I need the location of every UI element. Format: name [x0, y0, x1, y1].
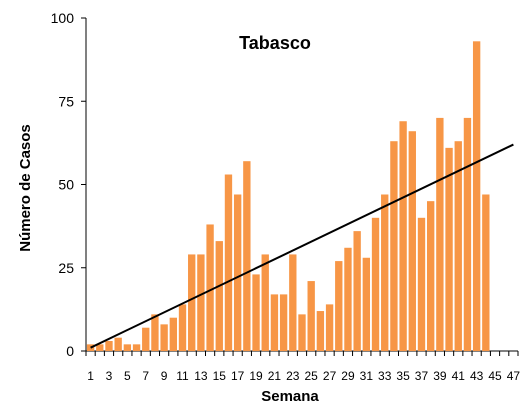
y-tick-label: 50 — [58, 177, 74, 193]
bar — [105, 341, 113, 351]
bar — [96, 344, 104, 351]
x-tick-label: 27 — [323, 369, 337, 383]
bar — [252, 274, 260, 351]
bar-series — [86, 41, 490, 352]
chart-title: Tabasco — [239, 33, 311, 53]
bar — [408, 131, 416, 351]
x-tick-label: 15 — [213, 369, 227, 383]
bar — [178, 304, 187, 351]
bar — [123, 344, 132, 351]
x-axis: 1 3 5 7 9 11 13 15 17 19 21 23 25 27 29 31 33 35 37 39 41 43 4… — [85, 350, 521, 383]
x-tick-label: 43 — [470, 369, 484, 383]
bar — [243, 161, 251, 351]
bar — [335, 261, 343, 351]
x-tick-label: 33 — [378, 369, 392, 383]
bar — [463, 117, 472, 352]
bar — [482, 194, 490, 351]
x-tick-label: 47 — [507, 369, 521, 383]
bar — [233, 194, 242, 351]
bar — [279, 294, 288, 351]
bar — [224, 174, 233, 351]
x-tick-label: 35 — [396, 369, 410, 383]
bar — [427, 201, 435, 351]
bar — [215, 241, 223, 351]
bar — [362, 257, 371, 351]
bar — [436, 117, 444, 352]
x-tick-label: 45 — [488, 369, 502, 383]
bar — [390, 141, 398, 351]
bar — [261, 254, 269, 351]
x-tick-label: 29 — [341, 369, 355, 383]
bar — [206, 224, 214, 351]
y-axis-label: Número de Casos — [17, 124, 34, 252]
bar — [132, 344, 141, 351]
x-tick-label: 13 — [194, 369, 208, 383]
x-tick-label: 5 — [124, 369, 131, 383]
bar — [298, 314, 306, 351]
bar — [169, 317, 177, 351]
bar — [445, 147, 453, 351]
bar — [417, 217, 426, 351]
bar — [142, 327, 150, 351]
x-tick-label: 23 — [286, 369, 300, 383]
x-tick-label: 25 — [305, 369, 319, 383]
bar — [353, 231, 361, 351]
bar — [307, 281, 315, 351]
bar — [188, 254, 196, 351]
bar — [289, 254, 297, 351]
x-tick-label: 11 — [176, 369, 189, 383]
bar — [160, 324, 168, 351]
y-tick-label: 75 — [58, 93, 74, 109]
x-tick-label: 31 — [360, 369, 374, 383]
x-tick-label: 37 — [415, 369, 429, 383]
bar — [325, 304, 334, 351]
y-tick-label: 0 — [66, 343, 74, 359]
bar — [454, 141, 462, 351]
x-tick-label: 21 — [268, 369, 282, 383]
x-tick-label: 9 — [161, 369, 168, 383]
x-axis-label: Semana — [261, 388, 319, 405]
x-tick-label: 17 — [231, 369, 245, 383]
bar — [371, 217, 380, 351]
x-tick-label: 39 — [433, 369, 447, 383]
bar — [344, 247, 352, 351]
bar — [399, 121, 407, 351]
y-tick-label: 25 — [58, 260, 74, 276]
x-tick-label: 1 — [87, 369, 94, 383]
bar — [270, 294, 279, 351]
x-tick-label: 3 — [106, 369, 113, 383]
x-tick-label: 7 — [142, 369, 149, 383]
bar — [472, 41, 481, 352]
trendline — [90, 143, 514, 349]
bar — [381, 194, 389, 351]
y-axis: 0 25 50 75 100 — [51, 10, 87, 359]
y-tick-label: 100 — [51, 10, 75, 26]
bar — [197, 254, 205, 351]
bar — [114, 337, 122, 351]
x-tick-label: 19 — [249, 369, 263, 383]
bar — [316, 311, 325, 351]
bar — [151, 314, 159, 351]
x-tick-label: 41 — [452, 369, 466, 383]
